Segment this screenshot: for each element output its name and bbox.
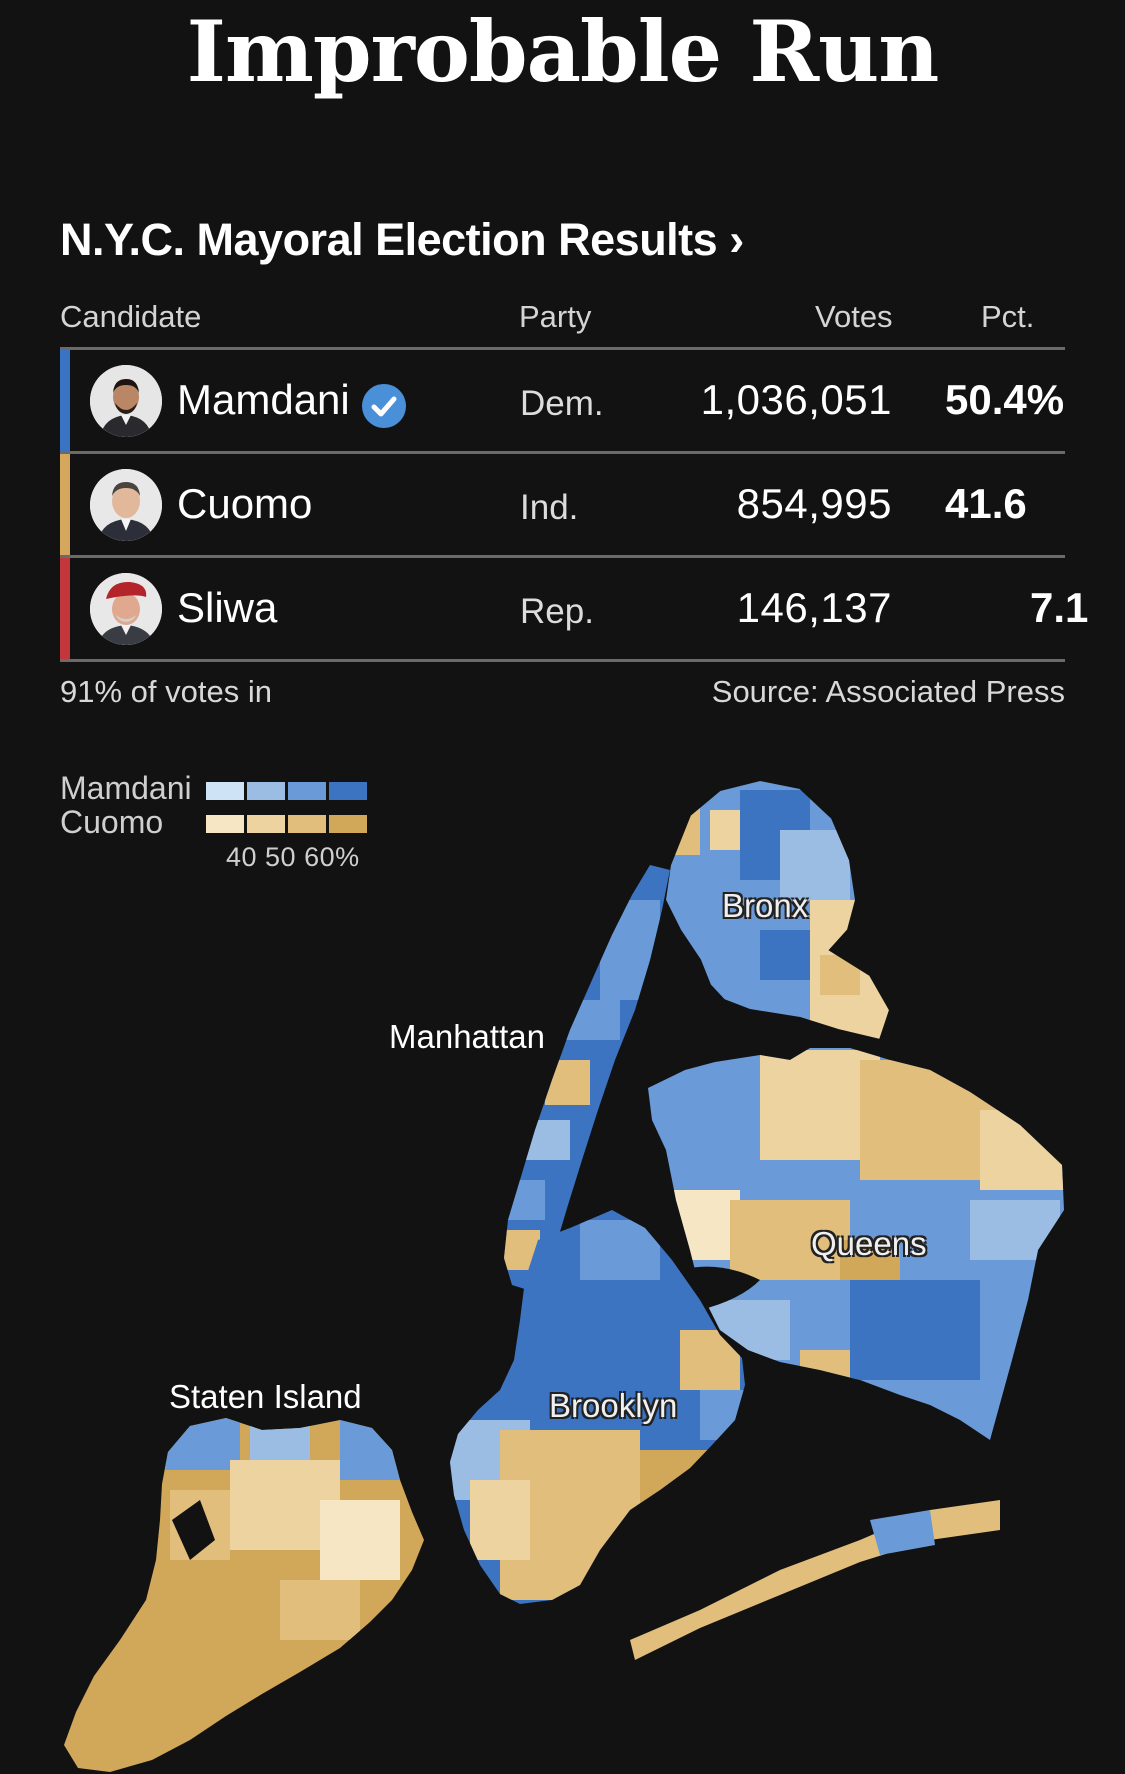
candidate-votes: 1,036,051 <box>700 376 892 423</box>
party-color-bar <box>60 454 70 555</box>
candidate-votes: 146,137 <box>736 584 892 631</box>
table-divider <box>60 347 1065 350</box>
source-note: Source: Associated Press <box>711 674 1065 709</box>
legend-ticks: 40 50 60% <box>226 842 360 872</box>
legend-swatch <box>288 782 326 800</box>
candidate-pct: 50.4% <box>945 376 1065 423</box>
votes-reported-note: 91% of votes in <box>60 674 272 709</box>
table-row-cuomo: Cuomo Ind. 854,995 41.6 <box>60 454 1065 555</box>
votes-column-header: Votes <box>815 299 893 334</box>
avatar <box>90 469 162 541</box>
map-label-queens: Queens <box>811 1225 927 1262</box>
candidate-pct: 7.1 <box>1030 584 1089 631</box>
table-divider <box>60 659 1065 662</box>
staten-island-region <box>64 1418 424 1772</box>
candidate-pct: 41.6 <box>945 480 1027 527</box>
pct-column-header: Pct. <box>981 299 1035 334</box>
party-color-bar <box>60 350 70 451</box>
table-divider <box>60 451 1065 454</box>
map-label-bronx: Bronx <box>722 887 809 924</box>
avatar <box>90 573 162 645</box>
legend-swatch <box>247 782 285 800</box>
map-label-manhattan: Manhattan <box>389 1018 545 1055</box>
candidate-party: Rep. <box>520 592 594 631</box>
results-link-heading[interactable]: N.Y.C. Mayoral Election Results › <box>60 214 744 265</box>
legend-swatch <box>329 782 367 800</box>
party-color-bar <box>60 558 70 659</box>
legend-label-cuomo: Cuomo <box>60 804 164 840</box>
legend-swatch <box>329 815 367 833</box>
candidate-name: Sliwa <box>177 584 278 631</box>
candidate-name: Mamdani <box>177 376 350 423</box>
table-divider <box>60 555 1065 558</box>
candidate-name: Cuomo <box>177 480 313 527</box>
legend-swatch <box>288 815 326 833</box>
legend-swatch <box>206 815 244 833</box>
rockaway-region <box>630 1500 1000 1660</box>
avatar <box>90 365 162 437</box>
legend-swatch <box>247 815 285 833</box>
candidate-column-header: Candidate <box>60 299 202 334</box>
page-title: Improbable Run <box>186 2 940 101</box>
table-row-sliwa: Sliwa Rep. 146,137 7.1 <box>60 558 1088 659</box>
table-row-mamdani: Mamdani Dem. 1,036,051 50.4% <box>60 350 1065 451</box>
legend-label-mamdani: Mamdani <box>60 770 192 806</box>
map-label-staten-island: Staten Island <box>169 1378 362 1415</box>
winner-check-icon <box>362 384 406 428</box>
legend-swatch <box>206 782 244 800</box>
candidate-party: Dem. <box>520 384 604 423</box>
candidate-votes: 854,995 <box>736 480 892 527</box>
party-column-header: Party <box>519 299 592 334</box>
candidate-party: Ind. <box>520 488 579 527</box>
nyc-map <box>64 778 1064 1772</box>
map-label-brooklyn: Brooklyn <box>549 1387 678 1424</box>
